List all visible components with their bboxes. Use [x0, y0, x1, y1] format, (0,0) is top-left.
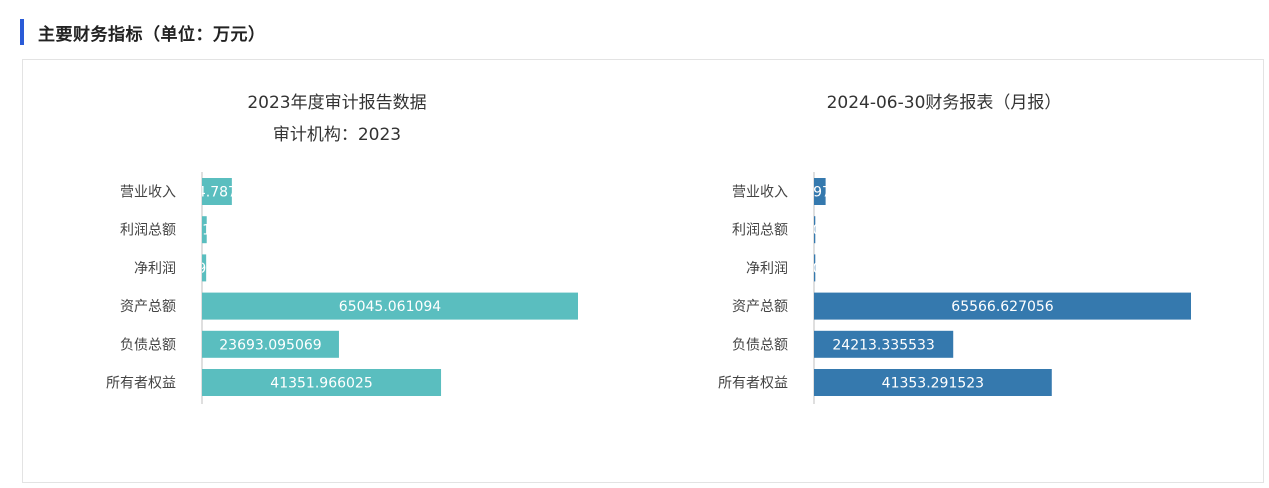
- chart-title: 2023年度审计报告数据: [247, 93, 426, 113]
- bar: [202, 292, 578, 320]
- category-label: 利润总额: [732, 223, 788, 239]
- category-label: 营业收入: [120, 185, 176, 201]
- chart-subtitle: 审计机构：2023: [273, 125, 401, 145]
- bar-value-label: 226.400976: [772, 223, 857, 239]
- bar: [814, 216, 816, 244]
- bar: [814, 369, 1052, 396]
- bar: [202, 178, 232, 205]
- bar-value-label: 41353.291523: [882, 376, 984, 392]
- chart-title: 2024-06-30财务报表（月报）: [827, 93, 1062, 113]
- bar-value-label: 720.99279: [166, 261, 242, 277]
- bar-value-label: 816.112186: [162, 223, 247, 239]
- bar: [202, 330, 339, 358]
- category-label: 所有者权益: [106, 376, 176, 392]
- category-label: 资产总额: [732, 299, 788, 315]
- bar-value-label: 65045.061094: [339, 299, 442, 315]
- category-label: 利润总额: [120, 223, 176, 239]
- bar: [202, 216, 207, 244]
- chart-2: 2024-06-30财务报表（月报）营业收入2019.972377利润总额226…: [718, 93, 1191, 404]
- bar: [202, 254, 207, 282]
- bar-value-label: 41351.966025: [270, 376, 372, 392]
- section-title: 主要财务指标（单位：万元）: [38, 24, 266, 45]
- category-label: 负债总额: [732, 337, 788, 353]
- bar-value-label: 5164.787266: [170, 185, 264, 201]
- bar: [814, 254, 816, 282]
- bar-value-label: 226.400976: [772, 261, 857, 277]
- bar-value-label: 65566.627056: [951, 299, 1054, 315]
- category-label: 营业收入: [732, 185, 788, 201]
- section-accent-bar: [20, 19, 24, 45]
- bar: [814, 292, 1191, 320]
- bar: [202, 369, 442, 396]
- category-label: 所有者权益: [718, 376, 788, 392]
- bar: [814, 178, 826, 205]
- category-label: 负债总额: [120, 337, 176, 353]
- category-label: 净利润: [746, 261, 788, 277]
- category-label: 资产总额: [120, 299, 176, 315]
- bar-value-label: 23693.095069: [219, 337, 321, 353]
- bar-value-label: 24213.335533: [832, 337, 934, 353]
- category-label: 净利润: [134, 261, 176, 277]
- bar: [814, 330, 954, 358]
- section-header: 主要财务指标（单位：万元）: [20, 18, 266, 46]
- charts-panel: [22, 59, 1264, 483]
- bar-value-label: 2019.972377: [773, 185, 867, 201]
